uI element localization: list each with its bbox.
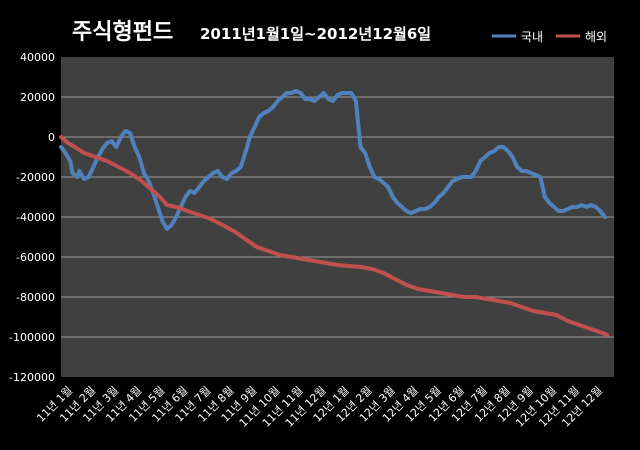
y-tick-label: 0 (48, 131, 55, 144)
gridlines (61, 96, 614, 338)
legend-label-series-1: 해외 (585, 30, 607, 44)
chart-subtitle: 2011년1월1일~2012년12월6일 (200, 25, 431, 43)
y-tick-label: -40000 (16, 211, 55, 224)
y-axis-ticks: 40000 20000 0 -20000 -40000 -60000 -80000 -1000… (9, 51, 55, 384)
y-tick-label: -80000 (16, 291, 55, 304)
y-tick-label: -120000 (9, 371, 55, 384)
series-lines (59, 89, 610, 337)
y-tick-label: 20000 (20, 91, 55, 104)
legend: 국내 해외 (492, 30, 607, 44)
y-tick-label: -20000 (16, 171, 55, 184)
y-tick-label: 40000 (20, 51, 55, 64)
series-line-1 (59, 135, 610, 337)
y-tick-label: -60000 (16, 251, 55, 264)
chart-title: 주식형펀드 (72, 20, 173, 45)
series-line-0 (59, 89, 607, 231)
y-tick-label: -100000 (9, 331, 55, 344)
legend-label-series-0: 국내 (521, 30, 543, 44)
